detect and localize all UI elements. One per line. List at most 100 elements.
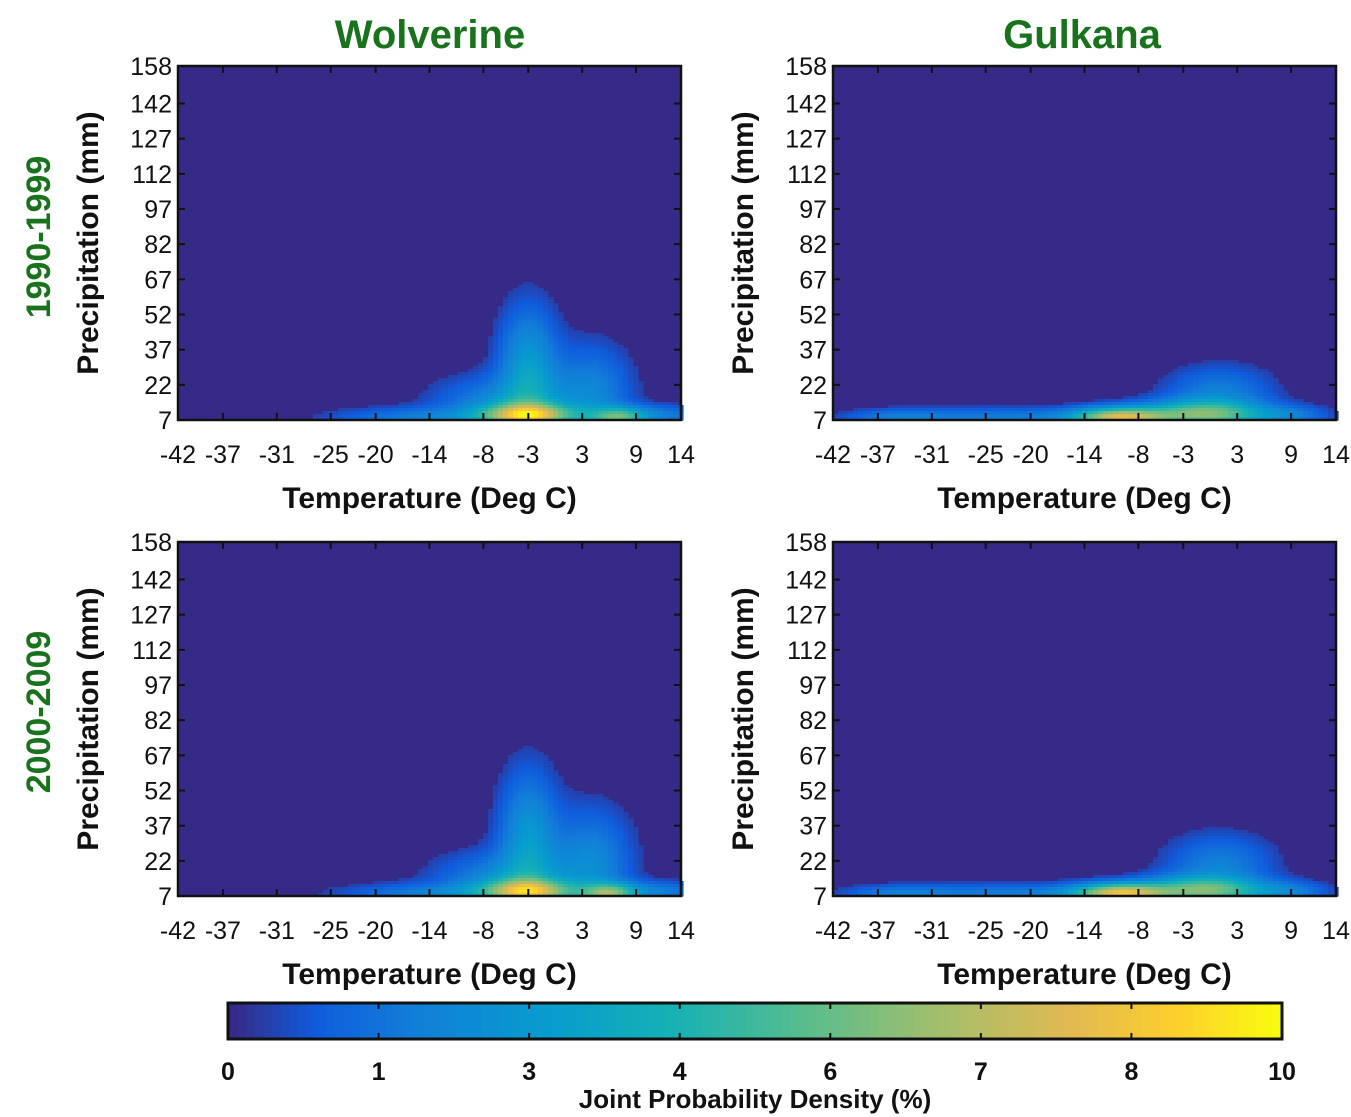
y-tick-label: 7 xyxy=(813,883,827,911)
heatmap-cell xyxy=(528,399,534,403)
heatmap-cell xyxy=(548,854,554,858)
heatmap-cell xyxy=(1273,414,1279,418)
heatmap-cell xyxy=(538,797,544,801)
heatmap-cell xyxy=(1088,408,1094,412)
heatmap-cell xyxy=(1293,402,1299,406)
heatmap-cell xyxy=(1208,378,1214,382)
heatmap-cell xyxy=(1188,402,1194,406)
heatmap-cell xyxy=(413,887,419,891)
heatmap-cell xyxy=(503,851,509,855)
heatmap-cell xyxy=(1253,866,1259,870)
column-title-gulkana: Gulkana xyxy=(1003,13,1162,57)
heatmap-cell xyxy=(863,414,869,418)
heatmap-cell xyxy=(458,848,464,852)
heatmap-cell xyxy=(1108,884,1114,888)
heatmap-cell xyxy=(1248,857,1254,861)
heatmap-cell xyxy=(533,297,539,301)
heatmap-cell xyxy=(613,360,619,364)
heatmap-cell xyxy=(583,393,589,397)
heatmap-cell xyxy=(553,776,559,780)
heatmap-cell xyxy=(1193,848,1199,852)
heatmap-cell xyxy=(523,309,529,313)
heatmap-cell xyxy=(1253,369,1259,373)
heatmap-cell xyxy=(603,845,609,849)
heatmap-cell xyxy=(618,875,624,879)
heatmap-cell xyxy=(1198,384,1204,388)
heatmap-cell xyxy=(1163,393,1169,397)
heatmap-cell xyxy=(508,791,514,795)
heatmap-cell xyxy=(553,833,559,837)
heatmap-cell xyxy=(523,327,529,331)
heatmap-cell xyxy=(1173,393,1179,397)
heatmap-cell xyxy=(1078,881,1084,885)
heatmap-cell xyxy=(603,402,609,406)
heatmap-cell xyxy=(1213,408,1219,412)
heatmap-cell xyxy=(588,815,594,819)
heatmap-cell xyxy=(958,881,964,885)
y-tick-label: 52 xyxy=(799,302,827,330)
heatmap-cell xyxy=(498,803,504,807)
heatmap-cell xyxy=(1133,881,1139,885)
heatmap-cell xyxy=(1178,369,1184,373)
heatmap-cell xyxy=(378,411,384,415)
heatmap-cell xyxy=(1253,384,1259,388)
heatmap-cell xyxy=(1168,414,1174,418)
heatmap-cell xyxy=(1213,411,1219,415)
heatmap-cell xyxy=(518,755,524,759)
heatmap-cell xyxy=(1183,372,1189,376)
heatmap-cell xyxy=(513,884,519,888)
heatmap-cell xyxy=(403,884,409,888)
heatmap-cell xyxy=(443,390,449,394)
heatmap-cell xyxy=(428,869,434,873)
heatmap-cell xyxy=(1283,396,1289,400)
heatmap-cell xyxy=(528,345,534,349)
heatmap-cell xyxy=(1218,848,1224,852)
heatmap-cell xyxy=(488,354,494,358)
heatmap-cell xyxy=(598,348,604,352)
heatmap-cell xyxy=(423,396,429,400)
heatmap-cell xyxy=(598,815,604,819)
heatmap-cell xyxy=(553,393,559,397)
heatmap-cell xyxy=(503,336,509,340)
heatmap-cell xyxy=(588,878,594,882)
heatmap-cell xyxy=(513,384,519,388)
heatmap-cell xyxy=(488,830,494,834)
heatmap-cell xyxy=(1248,836,1254,840)
heatmap-cell xyxy=(478,387,484,391)
heatmap-cell xyxy=(1193,857,1199,861)
heatmap-cell xyxy=(523,336,529,340)
heatmap-cell xyxy=(483,854,489,858)
heatmap-cell xyxy=(1193,402,1199,406)
heatmap-cell xyxy=(548,387,554,391)
heatmap-cell xyxy=(1248,875,1254,879)
heatmap-cell xyxy=(958,414,964,418)
heatmap-cell xyxy=(1183,390,1189,394)
heatmap-cell xyxy=(1248,402,1254,406)
x-tick-label: -42 xyxy=(815,441,851,469)
heatmap-cell xyxy=(1273,402,1279,406)
heatmap-cell xyxy=(1238,863,1244,867)
heatmap-cell xyxy=(1028,405,1034,409)
heatmap-cell xyxy=(538,875,544,879)
heatmap-cell xyxy=(498,875,504,879)
heatmap-cell xyxy=(1263,393,1269,397)
heatmap-cell xyxy=(1033,887,1039,891)
heatmap-cell xyxy=(498,818,504,822)
heatmap-cell xyxy=(1178,854,1184,858)
heatmap-cell xyxy=(1028,411,1034,415)
heatmap-cell xyxy=(1198,863,1204,867)
heatmap-cell xyxy=(1243,393,1249,397)
heatmap-cell xyxy=(568,833,574,837)
heatmap-cell xyxy=(443,381,449,385)
heatmap-cell xyxy=(508,342,514,346)
heatmap-cell xyxy=(918,405,924,409)
heatmap-cell xyxy=(568,818,574,822)
heatmap-cell xyxy=(423,890,429,894)
heatmap-cell xyxy=(578,875,584,879)
x-tick-label: -14 xyxy=(411,917,447,945)
heatmap-cell xyxy=(508,767,514,771)
heatmap-cell xyxy=(433,396,439,400)
heatmap-cell xyxy=(513,782,519,786)
heatmap-cell xyxy=(368,405,374,409)
heatmap-cell xyxy=(1253,860,1259,864)
